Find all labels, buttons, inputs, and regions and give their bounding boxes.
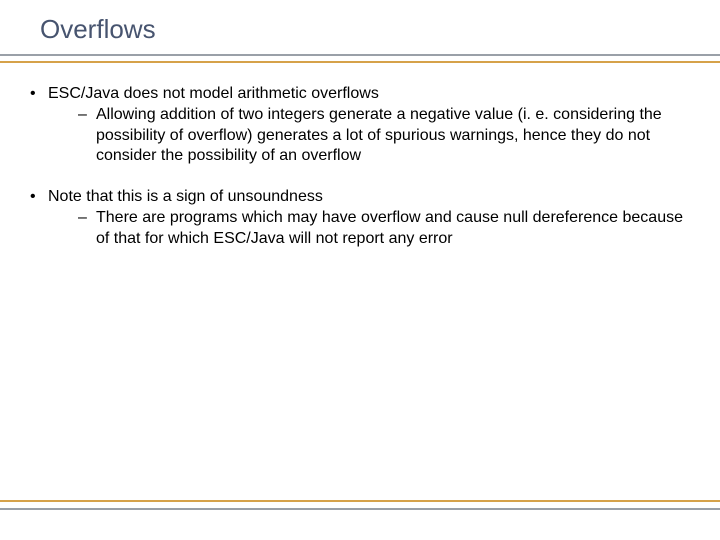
bullet-dash-icon: – [78, 105, 87, 125]
bullet-level1: • Note that this is a sign of unsoundnes… [28, 187, 688, 249]
bullet-text: There are programs which may have overfl… [96, 209, 683, 246]
bullet-level2: – There are programs which may have over… [48, 208, 688, 249]
bullet-text: Allowing addition of two integers genera… [96, 106, 662, 164]
divider-top-gold [0, 61, 720, 63]
divider-bottom-grey [0, 508, 720, 510]
bullet-dot-icon: • [30, 187, 36, 207]
divider-bottom-gold [0, 500, 720, 502]
content-area: • ESC/Java does not model arithmetic ove… [28, 84, 688, 269]
bullet-level1: • ESC/Java does not model arithmetic ove… [28, 84, 688, 167]
bullet-text: Note that this is a sign of unsoundness [48, 188, 323, 205]
bullet-dot-icon: • [30, 84, 36, 104]
bullet-level2: – Allowing addition of two integers gene… [48, 105, 688, 166]
bullet-text: ESC/Java does not model arithmetic overf… [48, 85, 379, 102]
divider-top-grey [0, 54, 720, 56]
slide: Overflows • ESC/Java does not model arit… [0, 0, 720, 540]
bullet-dash-icon: – [78, 208, 87, 228]
slide-title: Overflows [40, 14, 156, 45]
